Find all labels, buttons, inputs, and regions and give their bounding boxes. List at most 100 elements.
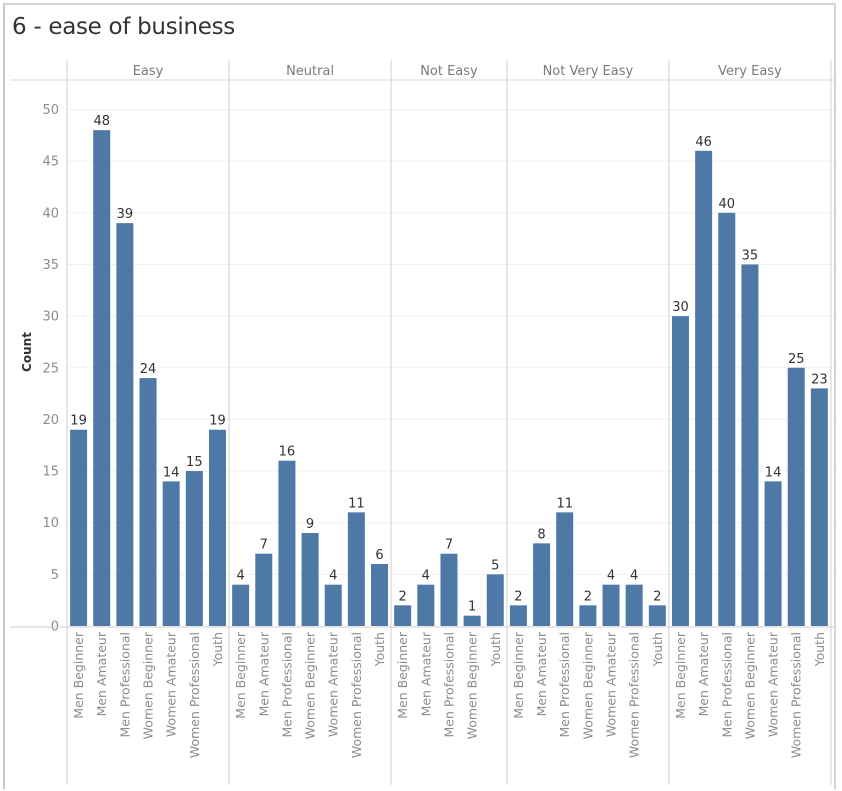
bar [764,481,782,626]
bar [371,564,389,626]
data-label: 4 [236,569,244,584]
bar [509,605,527,626]
x-tick-label: Women Beginner [742,631,757,739]
bar [185,471,203,626]
data-label: 4 [630,569,638,584]
bar [810,388,828,626]
data-label: 11 [348,496,365,511]
data-label: 2 [514,589,522,604]
data-label: 24 [140,362,157,377]
bar [116,223,134,626]
bar [787,367,805,626]
group-header-label: Not Very Easy [543,64,634,79]
bar [648,605,666,626]
data-label: 39 [117,207,134,222]
bar [255,553,273,626]
group-header-label: Not Easy [420,64,478,79]
data-label: 6 [375,548,383,563]
x-tick-label: Women Beginner [580,631,595,739]
chart-frame [3,3,836,789]
bar [394,605,412,626]
data-label: 19 [70,414,87,429]
y-tick-label: 20 [42,413,59,428]
data-label: 16 [279,445,296,460]
group-header-label: Neutral [286,64,334,79]
data-label: 15 [186,455,203,470]
bar [440,553,458,626]
x-tick-label: Women Amateur [164,631,179,737]
chart-title: 6 - ease of business [12,14,235,40]
y-tick-label: 30 [42,310,59,325]
y-tick-label: 45 [42,155,59,170]
data-label: 5 [491,558,499,573]
bar [579,605,597,626]
data-label: 19 [209,414,226,429]
x-tick-label: Women Amateur [604,631,619,737]
x-tick-label: Women Amateur [326,631,341,737]
x-tick-label: Youth [372,632,387,667]
x-tick-label: Women Professional [789,632,804,758]
bar [718,212,736,627]
data-label: 40 [719,197,736,212]
bar [324,584,342,626]
bar [486,574,504,626]
bar [602,584,620,626]
bar [347,512,365,626]
y-tick-label: 35 [42,258,59,273]
y-tick-label: 10 [42,516,59,531]
bar [70,429,88,626]
x-tick-label: Youth [210,632,225,667]
data-label: 7 [260,538,268,553]
data-label: 14 [765,465,782,480]
x-tick-label: Men Professional [117,632,132,738]
data-label: 8 [537,527,545,542]
data-label: 4 [329,569,337,584]
x-tick-label: Women Beginner [141,631,156,739]
group-header-label: Easy [133,64,164,79]
data-label: 23 [811,372,828,387]
bar [301,533,319,626]
data-label: 48 [93,114,110,129]
data-label: 11 [556,496,573,511]
data-label: 35 [742,248,759,263]
x-tick-label: Men Amateur [418,631,433,716]
bar [162,481,180,626]
data-label: 4 [422,569,430,584]
bar [533,543,551,626]
x-tick-label: Men Amateur [534,631,549,716]
data-label: 2 [399,589,407,604]
data-label: 30 [672,300,689,315]
x-tick-label: Youth [650,632,665,667]
x-tick-label: Men Professional [557,632,572,738]
x-tick-label: Men Professional [441,632,456,738]
x-tick-label: Women Beginner [303,631,318,739]
bar [417,584,435,626]
x-tick-label: Men Beginner [233,631,248,719]
bar [741,264,759,626]
data-label: 14 [163,465,180,480]
y-tick-label: 40 [42,206,59,221]
x-tick-label: Youth [488,632,503,667]
bar [556,512,574,626]
y-tick-label: 15 [42,465,59,480]
x-tick-label: Women Professional [627,632,642,758]
bar [671,316,689,626]
x-tick-label: Men Beginner [395,631,410,719]
group-header-label: Very Easy [718,64,782,79]
data-label: 46 [695,135,712,150]
data-label: 2 [653,589,661,604]
y-tick-label: 25 [42,361,59,376]
x-tick-label: Women Professional [349,632,364,758]
x-tick-label: Women Amateur [766,631,781,737]
x-tick-label: Men Professional [719,632,734,738]
x-tick-label: Women Beginner [465,631,480,739]
data-label: 4 [607,569,615,584]
x-tick-label: Men Beginner [511,631,526,719]
data-label: 9 [306,517,314,532]
bar [463,615,481,626]
data-label: 2 [584,589,592,604]
x-tick-label: Men Amateur [94,631,109,716]
x-tick-label: Men Amateur [256,631,271,716]
bar [139,378,157,626]
